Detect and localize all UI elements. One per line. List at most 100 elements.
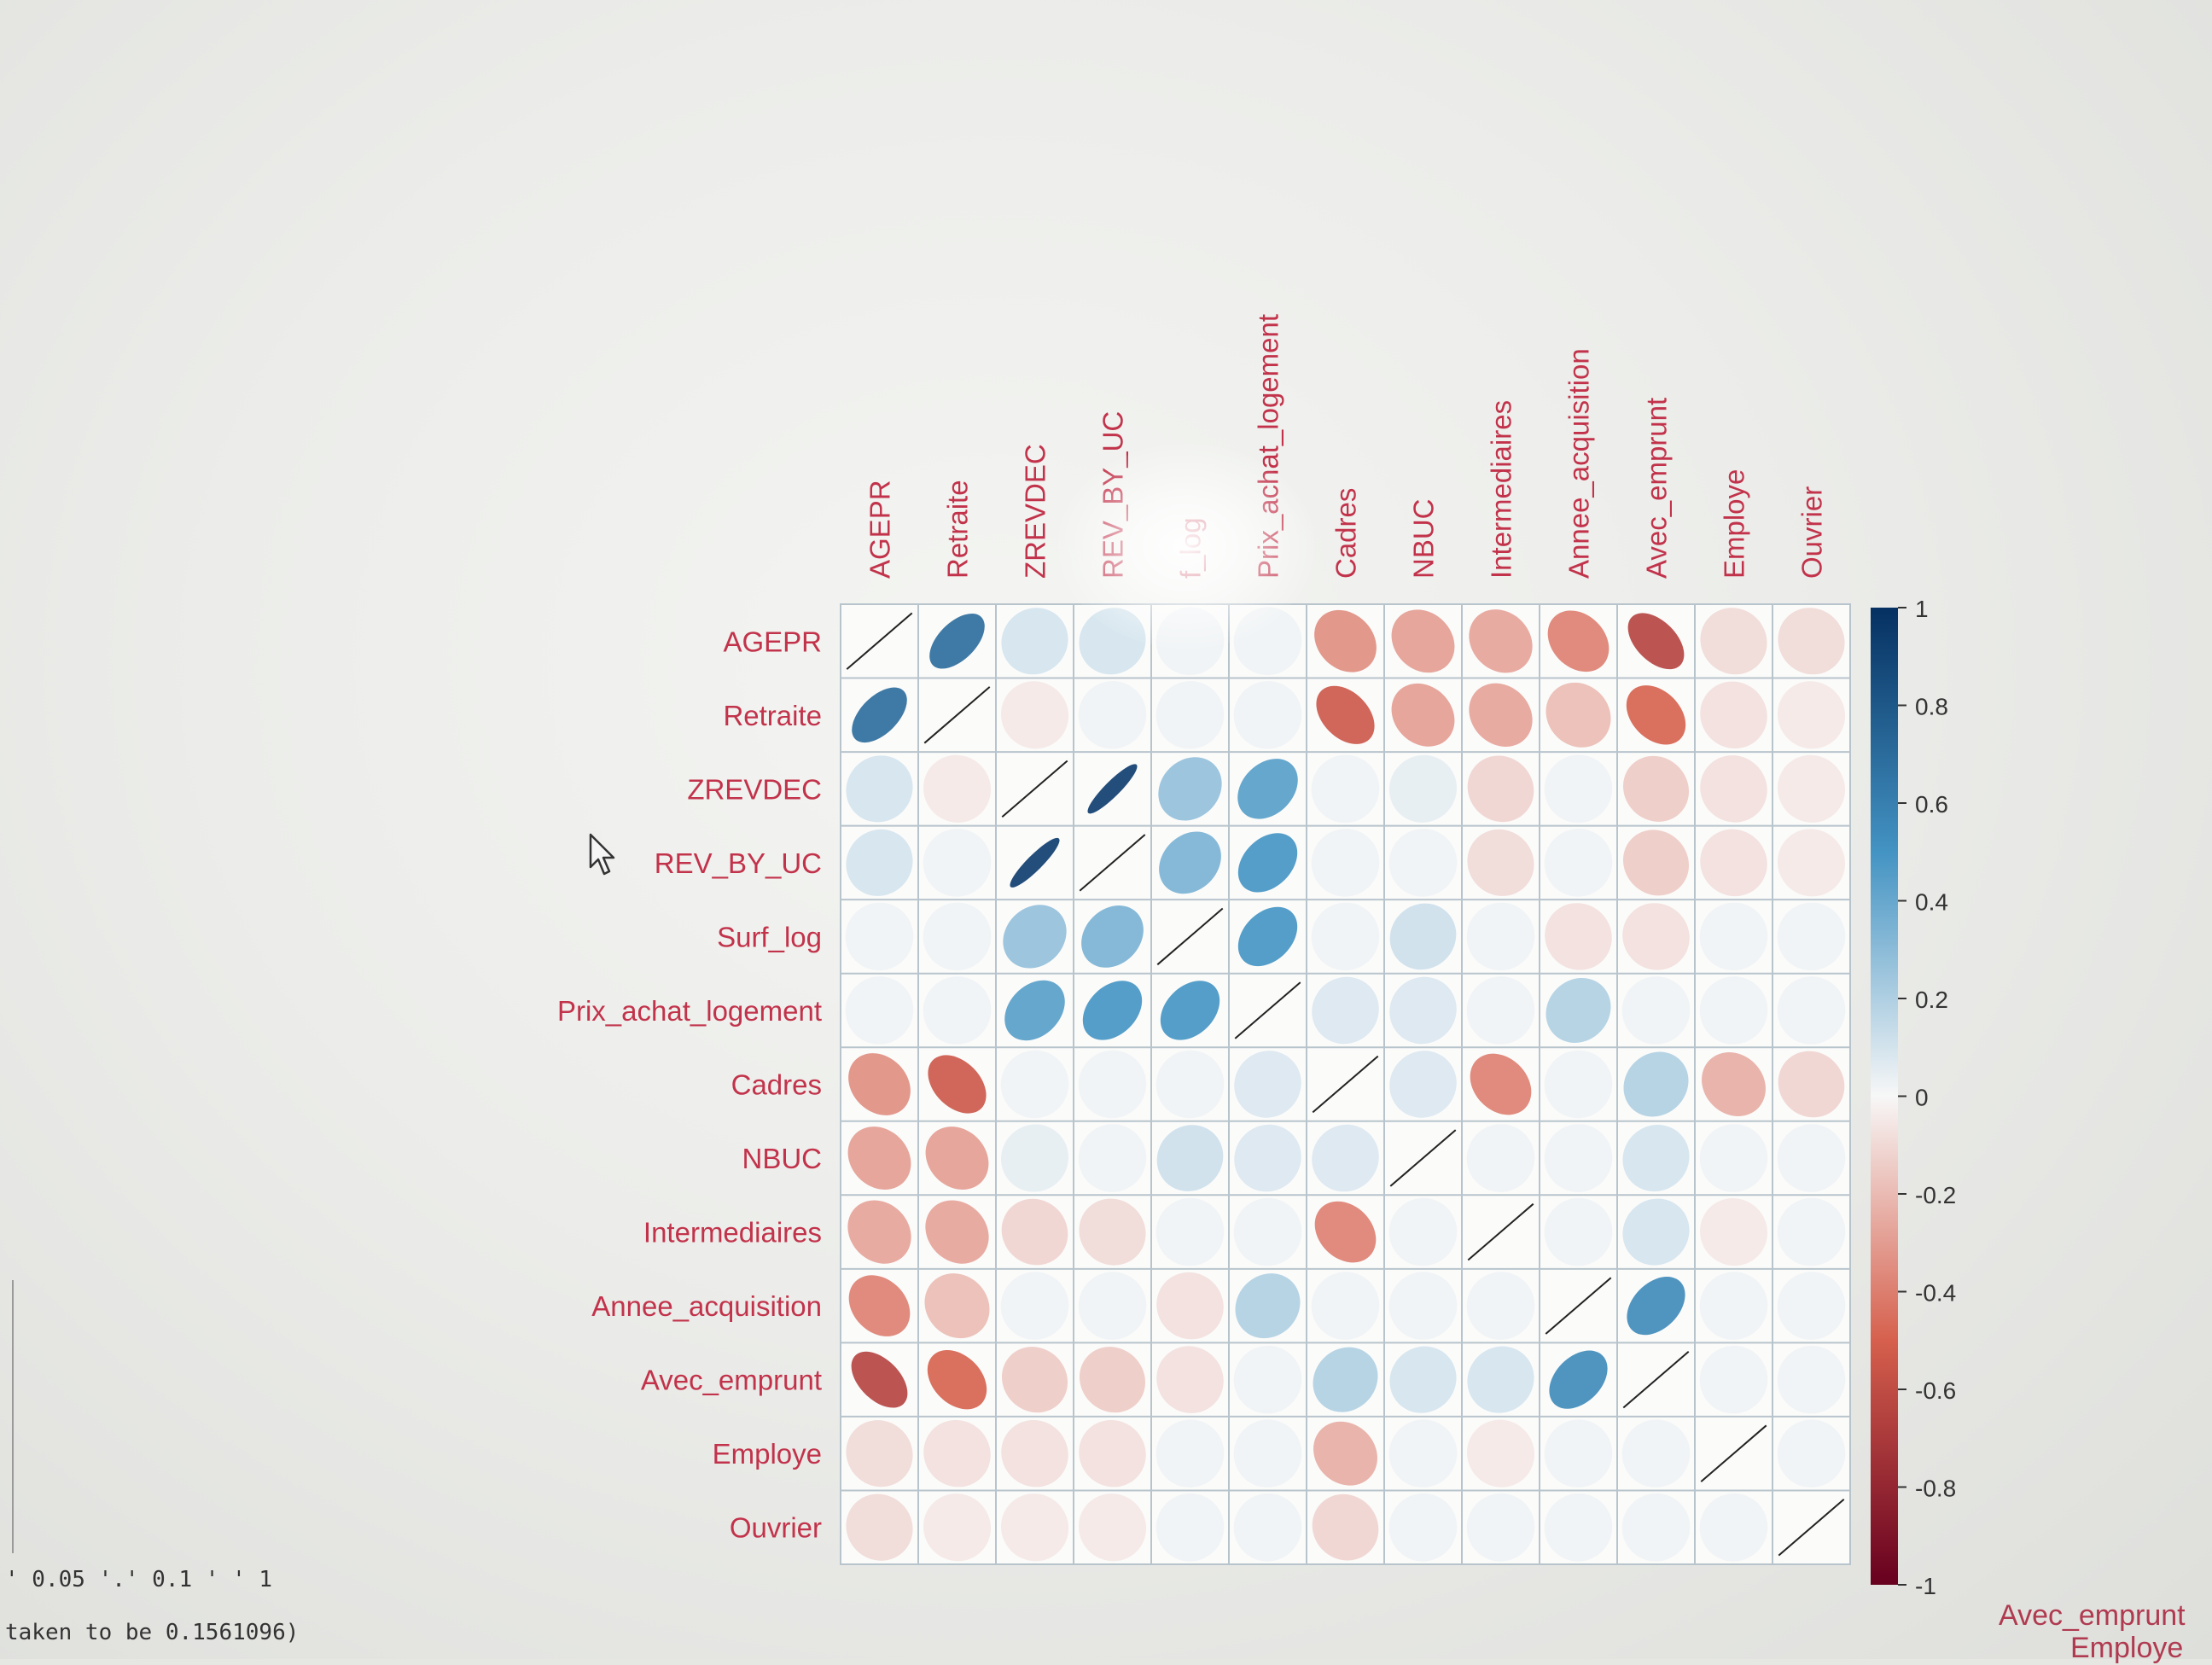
row-label-Ouvrier: Ouvrier [730,1512,822,1544]
row-label-Retraite: Retraite [723,700,822,731]
corr-ellipse-Ouvrier-Retraite [923,1493,992,1562]
corr-ellipse-Surf_log-Avec_emprunt [1622,903,1690,970]
colorbar-tick-label: 0.4 [1915,889,1948,916]
corr-ellipse-AGEPR-Employe [1700,608,1767,675]
corr-ellipse-Cadres-Prix_achat_logement [1234,1051,1301,1118]
corr-ellipse-AGEPR-NBUC [1391,609,1455,673]
corr-ellipse-NBUC-Intermediaires [1466,1124,1535,1192]
corr-ellipse-Prix_achat_logement-Retraite [923,976,992,1045]
corr-ellipse-NBUC-Prix_achat_logement [1234,1124,1301,1192]
console-signif-codes: ' 0.05 '.' 0.1 ' ' 1 [5,1567,273,1592]
corr-ellipse-Intermediaires-Prix_achat_logement [1233,1197,1302,1266]
corr-ellipse-REV_BY_UC-Ouvrier [1777,829,1846,897]
corr-ellipse-Intermediaires-ZREVDEC [1001,1198,1068,1266]
corr-ellipse-Surf_log-Cadres [1311,902,1380,971]
corr-ellipse-REV_BY_UC-Retraite [923,829,992,897]
diagonal-line-AGEPR [846,612,913,670]
corr-ellipse-Employe-Intermediaires [1466,1419,1535,1487]
col-label-Ouvrier: Ouvrier [1796,486,1828,579]
corr-ellipse-Employe-Avec_emprunt [1621,1419,1691,1488]
corr-ellipse-Ouvrier-Avec_emprunt [1621,1493,1691,1562]
corr-ellipse-AGEPR-Avec_emprunt [1627,613,1685,670]
corr-ellipse-Retraite-ZREVDEC [1000,681,1069,749]
plot-window: AGEPR Retraite ZREVDEC REV_BY_UC Surf_log Pri… [557,314,1956,1599]
corr-ellipse-Avec_emprunt-NBUC [1389,1346,1457,1413]
diagonal-line-Annee_acquisition [1545,1277,1612,1335]
corr-ellipse-AGEPR-Retraite [929,613,985,669]
row-label-Employe: Employe [713,1438,822,1470]
corr-ellipse-Ouvrier-ZREVDEC [1000,1493,1069,1562]
corr-ellipse-ZREVDEC-REV_BY_UC [1087,764,1138,814]
col-label-AGEPR: AGEPR [864,480,896,579]
corr-ellipse-Intermediaires-Employe [1699,1198,1768,1266]
corr-ellipse-NBUC-Annee_acquisition [1544,1124,1613,1192]
corr-ellipse-Avec_emprunt-Intermediaires [1467,1346,1534,1413]
corr-ellipse-Ouvrier-Prix_achat_logement [1233,1493,1302,1562]
corr-ellipse-Intermediaires-Cadres [1314,1201,1377,1263]
row-label-REV_BY_UC: REV_BY_UC [655,847,822,879]
corr-ellipse-NBUC-Avec_emprunt [1622,1125,1690,1192]
corr-ellipse-ZREVDEC-Surf_log [1158,757,1222,821]
colorbar-tick-label: 0.6 [1915,791,1948,818]
corr-ellipse-Annee_acquisition-Employe [1699,1272,1768,1340]
corr-ellipse-AGEPR-Ouvrier [1778,608,1845,675]
corr-ellipse-Employe-Cadres [1313,1421,1377,1486]
corr-ellipse-ZREVDEC-Employe [1700,755,1767,823]
corr-ellipse-Employe-REV_BY_UC [1079,1419,1146,1487]
corr-ellipse-Intermediaires-Surf_log [1155,1197,1225,1266]
corr-ellipse-Intermediaires-NBUC [1388,1197,1458,1266]
corr-ellipse-Employe-Retraite [923,1419,991,1487]
corr-ellipse-REV_BY_UC-Employe [1700,829,1767,897]
corr-ellipse-Surf_log-Intermediaires [1466,902,1535,971]
corr-ellipse-Annee_acquisition-Surf_log [1156,1272,1224,1340]
corr-ellipse-Prix_achat_logement-REV_BY_UC [1082,981,1143,1040]
row-label-Annee_acquisition: Annee_acquisition [591,1290,822,1322]
corr-ellipse-ZREVDEC-Cadres [1311,754,1380,824]
corr-ellipse-Surf_log-Employe [1699,902,1768,971]
corr-ellipse-Ouvrier-Cadres [1312,1493,1379,1561]
corr-ellipse-NBUC-Employe [1699,1124,1768,1192]
corr-ellipse-REV_BY_UC-Avec_emprunt [1622,830,1690,896]
corr-ellipse-REV_BY_UC-Cadres [1311,829,1380,897]
colorbar-tick-label: 0 [1915,1085,1929,1111]
corr-ellipse-Avec_emprunt-ZREVDEC [1001,1347,1068,1413]
side-legend-item-1: Avec_emprunt [1999,1599,2186,1632]
corr-ellipse-Intermediaires-Avec_emprunt [1622,1198,1690,1266]
corr-ellipse-Prix_achat_logement-Annee_acquisition [1545,977,1611,1043]
corr-ellipse-Surf_log-REV_BY_UC [1081,905,1144,968]
row-label-Cadres: Cadres [731,1069,822,1101]
corr-ellipse-Cadres-ZREVDEC [1000,1050,1069,1119]
colorbar [1871,608,1898,1585]
corr-ellipse-Employe-Ouvrier [1777,1419,1846,1488]
corr-ellipse-AGEPR-Annee_acquisition [1547,610,1610,672]
corr-ellipse-ZREVDEC-Prix_achat_logement [1237,759,1298,819]
corr-ellipse-Retraite-Surf_log [1155,680,1225,749]
corr-ellipse-NBUC-REV_BY_UC [1078,1124,1147,1192]
corr-ellipse-Cadres-Retraite [928,1055,987,1114]
diagonal-line-NBUC [1389,1129,1457,1187]
col-label-Retraite: Retraite [942,480,974,579]
corr-ellipse-Employe-ZREVDEC [1001,1419,1068,1487]
corr-ellipse-Employe-Annee_acquisition [1544,1419,1613,1488]
corr-ellipse-Cadres-Intermediaires [1470,1053,1532,1115]
diagonal-line-Ouvrier [1778,1499,1845,1557]
corr-ellipse-Annee_acquisition-REV_BY_UC [1078,1272,1147,1340]
corr-ellipse-REV_BY_UC-Prix_achat_logement [1237,833,1298,893]
corr-ellipse-Cadres-NBUC [1389,1051,1457,1118]
corr-ellipse-Retraite-Intermediaires [1469,683,1533,747]
colorbar-tick-label: -0.8 [1915,1476,1956,1502]
corr-ellipse-Annee_acquisition-NBUC [1388,1272,1458,1340]
corr-ellipse-Prix_achat_logement-Avec_emprunt [1621,976,1691,1045]
corr-ellipse-Intermediaires-AGEPR [847,1200,911,1264]
corr-ellipse-Ouvrier-Intermediaires [1466,1493,1535,1562]
corr-ellipse-Ouvrier-NBUC [1388,1493,1458,1562]
corr-ellipse-Intermediaires-Ouvrier [1777,1197,1846,1266]
col-label-Annee_acquisition: Annee_acquisition [1563,348,1595,579]
corr-ellipse-Avec_emprunt-REV_BY_UC [1079,1347,1146,1413]
corr-ellipse-Prix_achat_logement-AGEPR [845,976,914,1045]
corr-ellipse-Avec_emprunt-Prix_achat_logement [1233,1345,1302,1414]
corr-ellipse-REV_BY_UC-Intermediaires [1467,829,1534,896]
corr-ellipse-Retraite-Prix_achat_logement [1233,680,1302,749]
corr-ellipse-ZREVDEC-Ouvrier [1777,754,1846,823]
corr-ellipse-Avec_emprunt-Retraite [927,1349,987,1410]
